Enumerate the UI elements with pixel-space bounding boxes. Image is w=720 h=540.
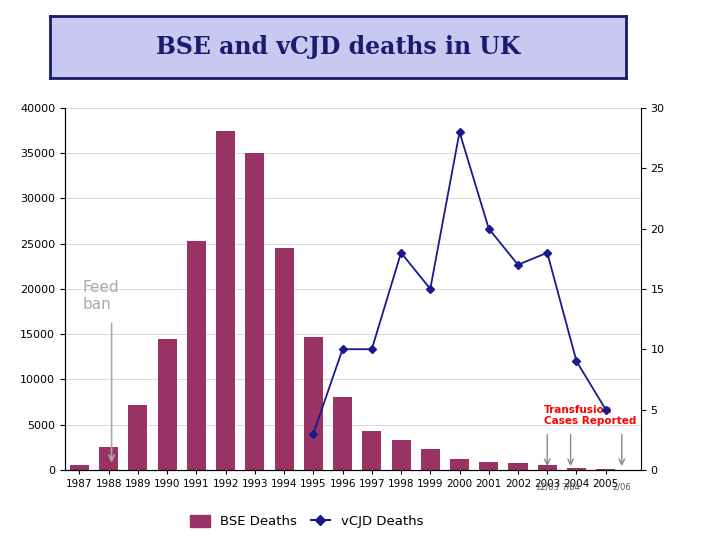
Legend: BSE Deaths, vCJD Deaths: BSE Deaths, vCJD Deaths (185, 510, 428, 534)
Text: BSE and vCJD deaths in UK: BSE and vCJD deaths in UK (156, 35, 521, 59)
Bar (480, 462, 498, 470)
Bar (538, 465, 557, 470)
Text: Transfusion
Cases Reported: Transfusion Cases Reported (544, 405, 636, 427)
Bar (508, 463, 528, 470)
Bar (333, 397, 352, 470)
Text: Feed
ban: Feed ban (82, 280, 119, 312)
Bar (158, 339, 176, 470)
Bar (420, 449, 440, 470)
Bar (596, 469, 615, 470)
Text: 12/03: 12/03 (535, 483, 559, 492)
Bar (187, 241, 206, 470)
Bar (128, 404, 148, 470)
Bar (70, 465, 89, 470)
Bar (99, 447, 118, 470)
Bar (567, 468, 586, 470)
Bar (304, 337, 323, 470)
Bar (246, 153, 264, 470)
Bar (392, 440, 410, 470)
Text: 2/06: 2/06 (613, 483, 631, 492)
Bar (362, 431, 382, 470)
Bar (274, 248, 294, 470)
Bar (216, 131, 235, 470)
Text: 7/04: 7/04 (562, 483, 580, 492)
Bar (450, 459, 469, 470)
